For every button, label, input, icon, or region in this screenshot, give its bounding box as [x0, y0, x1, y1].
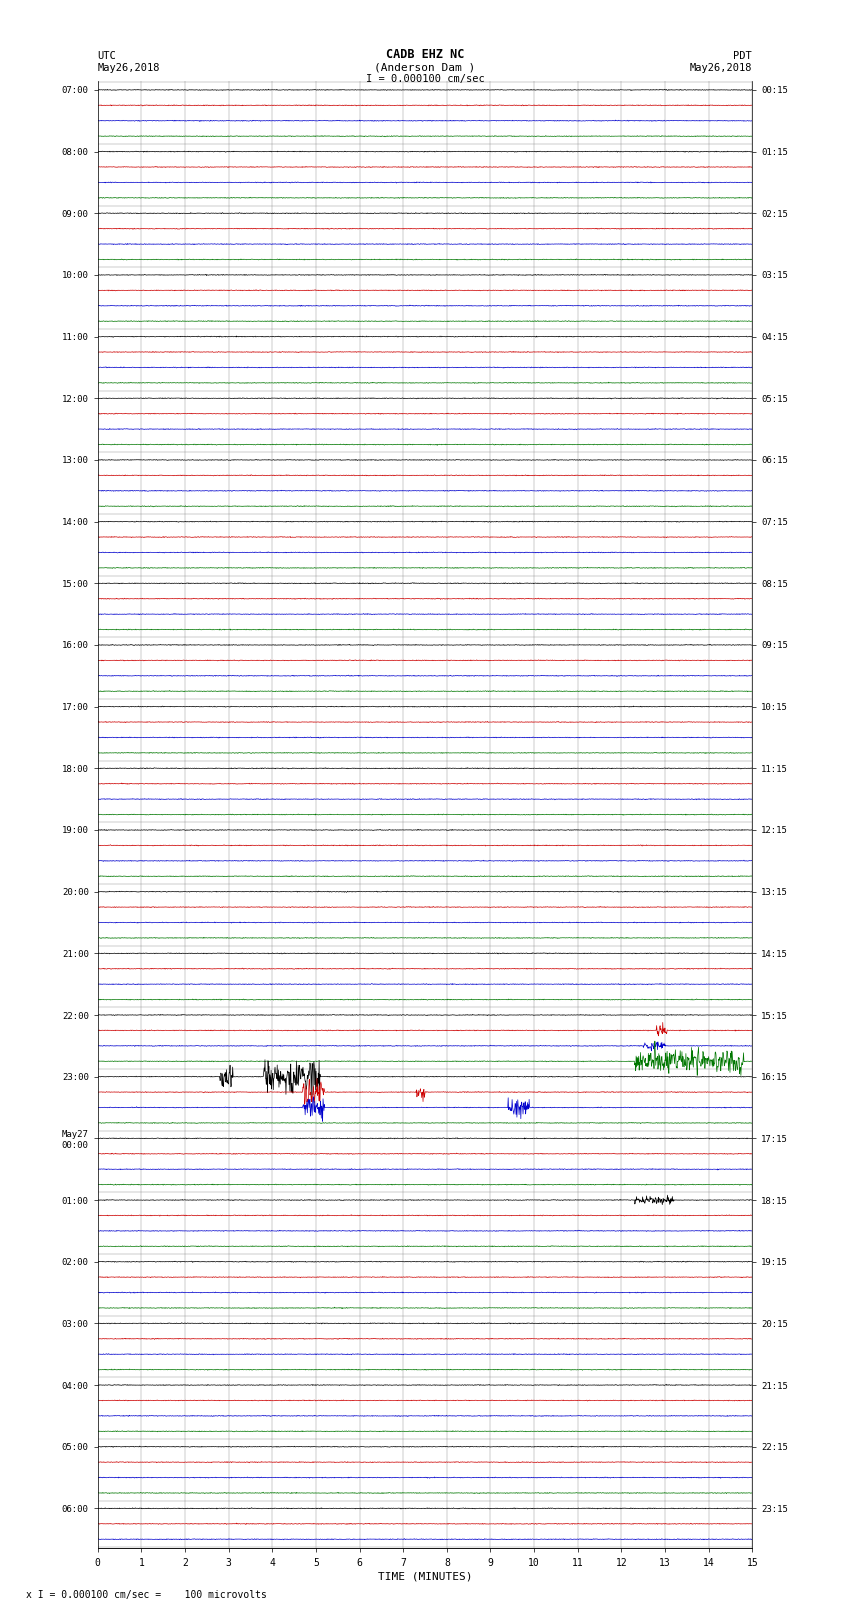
Text: May26,2018: May26,2018 [98, 63, 161, 73]
Text: CADB EHZ NC: CADB EHZ NC [386, 48, 464, 61]
Text: UTC: UTC [98, 52, 116, 61]
Text: I = 0.000100 cm/sec: I = 0.000100 cm/sec [366, 74, 484, 84]
Text: x I = 0.000100 cm/sec =    100 microvolts: x I = 0.000100 cm/sec = 100 microvolts [26, 1590, 266, 1600]
X-axis label: TIME (MINUTES): TIME (MINUTES) [377, 1571, 473, 1582]
Text: PDT: PDT [734, 52, 752, 61]
Text: May26,2018: May26,2018 [689, 63, 752, 73]
Text: (Anderson Dam ): (Anderson Dam ) [374, 63, 476, 73]
